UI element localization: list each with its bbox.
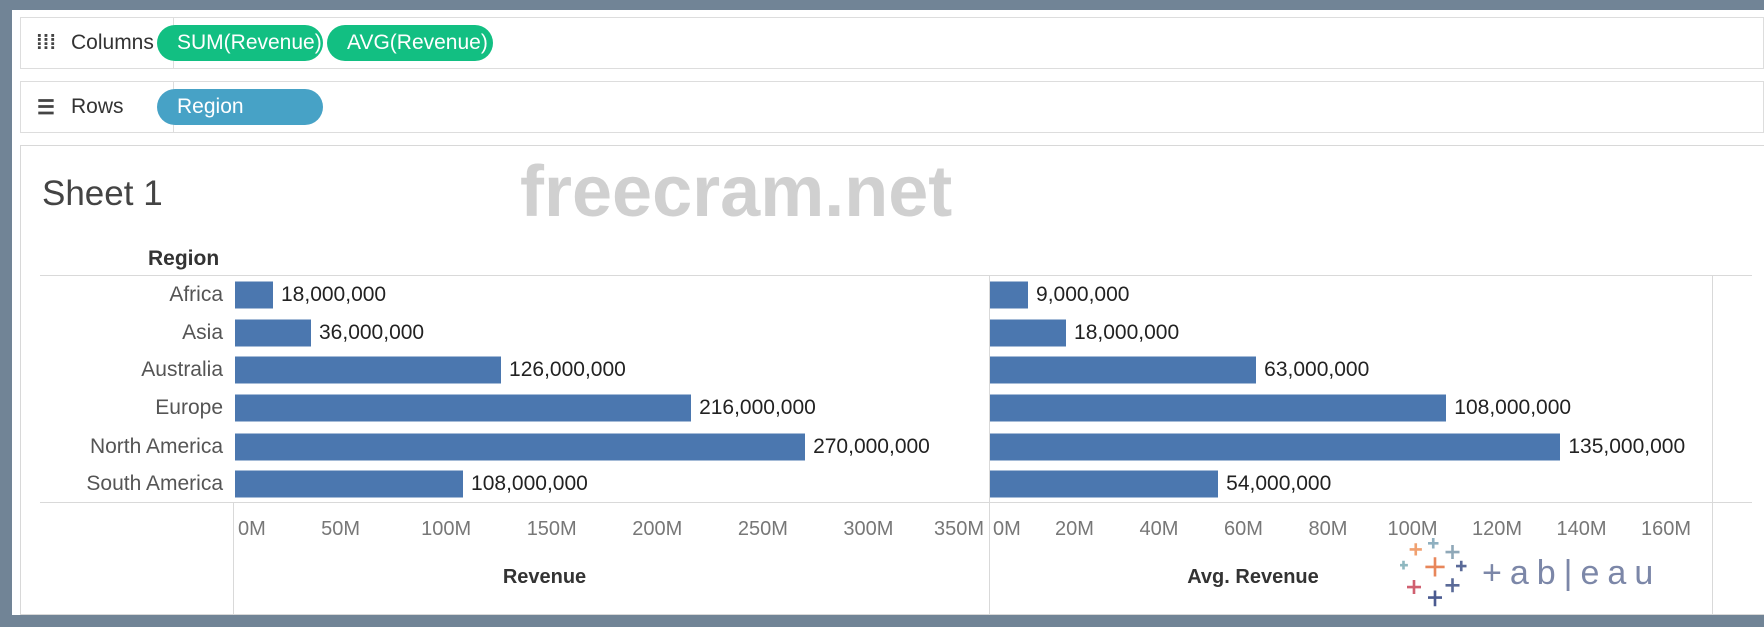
axis-tick-label: 60M — [1224, 518, 1263, 540]
bar — [990, 356, 1257, 384]
axis-tick-label: 200M — [632, 518, 683, 540]
axis-tick-label: 20M — [1055, 518, 1094, 540]
columns-label: Columns — [71, 31, 154, 54]
axis-left-edge — [233, 502, 234, 615]
axis-tick-label: 140M — [1556, 518, 1607, 540]
bar — [990, 470, 1219, 498]
bar — [235, 470, 464, 498]
bar — [235, 433, 806, 461]
axis-title: Avg. Revenue — [1187, 566, 1319, 588]
value-label: 36,000,000 — [319, 321, 425, 344]
bar — [990, 319, 1067, 347]
columns-shelf[interactable]: ⁞⁞⁞ Columns SUM(Revenue) AVG(Revenue) — [20, 17, 1764, 69]
axis-tick-label: 100M — [1387, 518, 1438, 540]
value-label: 18,000,000 — [1074, 321, 1180, 344]
rows-shelf-label: ☰ Rows — [21, 82, 174, 132]
bar — [990, 433, 1561, 461]
value-label: 270,000,000 — [813, 435, 930, 458]
value-label: 108,000,000 — [471, 472, 588, 495]
pill-avg-revenue[interactable]: AVG(Revenue) — [327, 25, 493, 61]
axis-tick-label: 160M — [1640, 518, 1692, 540]
row-label: Australia — [141, 358, 223, 381]
axis-tick-label: 0M — [993, 518, 1021, 540]
rows-shelf[interactable]: ☰ Rows Region — [20, 81, 1764, 133]
bar — [235, 356, 502, 384]
rows-label: Rows — [71, 95, 124, 118]
axis-tick-label: 300M — [843, 518, 894, 540]
row-label: North America — [89, 435, 223, 458]
value-label: 18,000,000 — [281, 283, 387, 306]
columns-shelf-label: ⁞⁞⁞ Columns — [21, 18, 174, 68]
value-label: 108,000,000 — [1454, 396, 1572, 419]
bar — [235, 394, 692, 422]
bar — [235, 281, 273, 309]
value-label: 135,000,000 — [1568, 435, 1686, 458]
header-divider — [40, 275, 1752, 276]
row-label: Africa — [169, 283, 223, 306]
tableau-cross-icon — [1400, 538, 1467, 607]
row-label: South America — [86, 472, 223, 495]
sheet-title: Sheet 1 — [42, 174, 163, 213]
axis-tick-label: 50M — [321, 518, 361, 540]
axis-tick-label: 40M — [1139, 518, 1179, 540]
pill-region[interactable]: Region — [157, 89, 323, 125]
pane-divider — [989, 276, 990, 615]
axis-tick-label: 120M — [1471, 518, 1523, 540]
bar — [990, 394, 1447, 422]
axis-divider — [40, 502, 1752, 503]
axis-tick-label: 350M — [933, 518, 984, 540]
pane-right-edge — [1712, 276, 1713, 615]
value-label: 216,000,000 — [699, 396, 816, 419]
row-header-region: Region — [148, 247, 220, 270]
value-label: 126,000,000 — [509, 358, 626, 381]
axis-tick-label: 0M — [238, 518, 266, 540]
bar — [990, 281, 1029, 309]
axis-tick-label: 80M — [1308, 518, 1348, 540]
tableau-wordmark: +ab|eau — [1482, 553, 1662, 592]
rows-list-icon: ☰ — [37, 96, 55, 119]
axis-title: Revenue — [502, 566, 587, 588]
pill-sum-revenue[interactable]: SUM(Revenue) — [157, 25, 323, 61]
tableau-logo: +ab|eau — [1400, 538, 1661, 608]
axis-tick-label: 250M — [737, 518, 788, 540]
bar — [235, 319, 311, 347]
row-label: Europe — [155, 396, 223, 419]
axis-tick-label: 100M — [421, 518, 472, 540]
value-label: 54,000,000 — [1226, 472, 1332, 495]
value-label: 63,000,000 — [1264, 358, 1370, 381]
axis-tick-label: 150M — [526, 518, 577, 540]
columns-icon: ⁞⁞⁞ — [36, 31, 56, 54]
value-label: 9,000,000 — [1036, 283, 1130, 306]
row-label: Asia — [182, 321, 223, 344]
